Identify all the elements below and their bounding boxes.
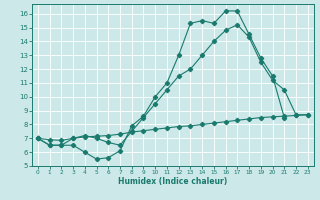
X-axis label: Humidex (Indice chaleur): Humidex (Indice chaleur) bbox=[118, 177, 228, 186]
